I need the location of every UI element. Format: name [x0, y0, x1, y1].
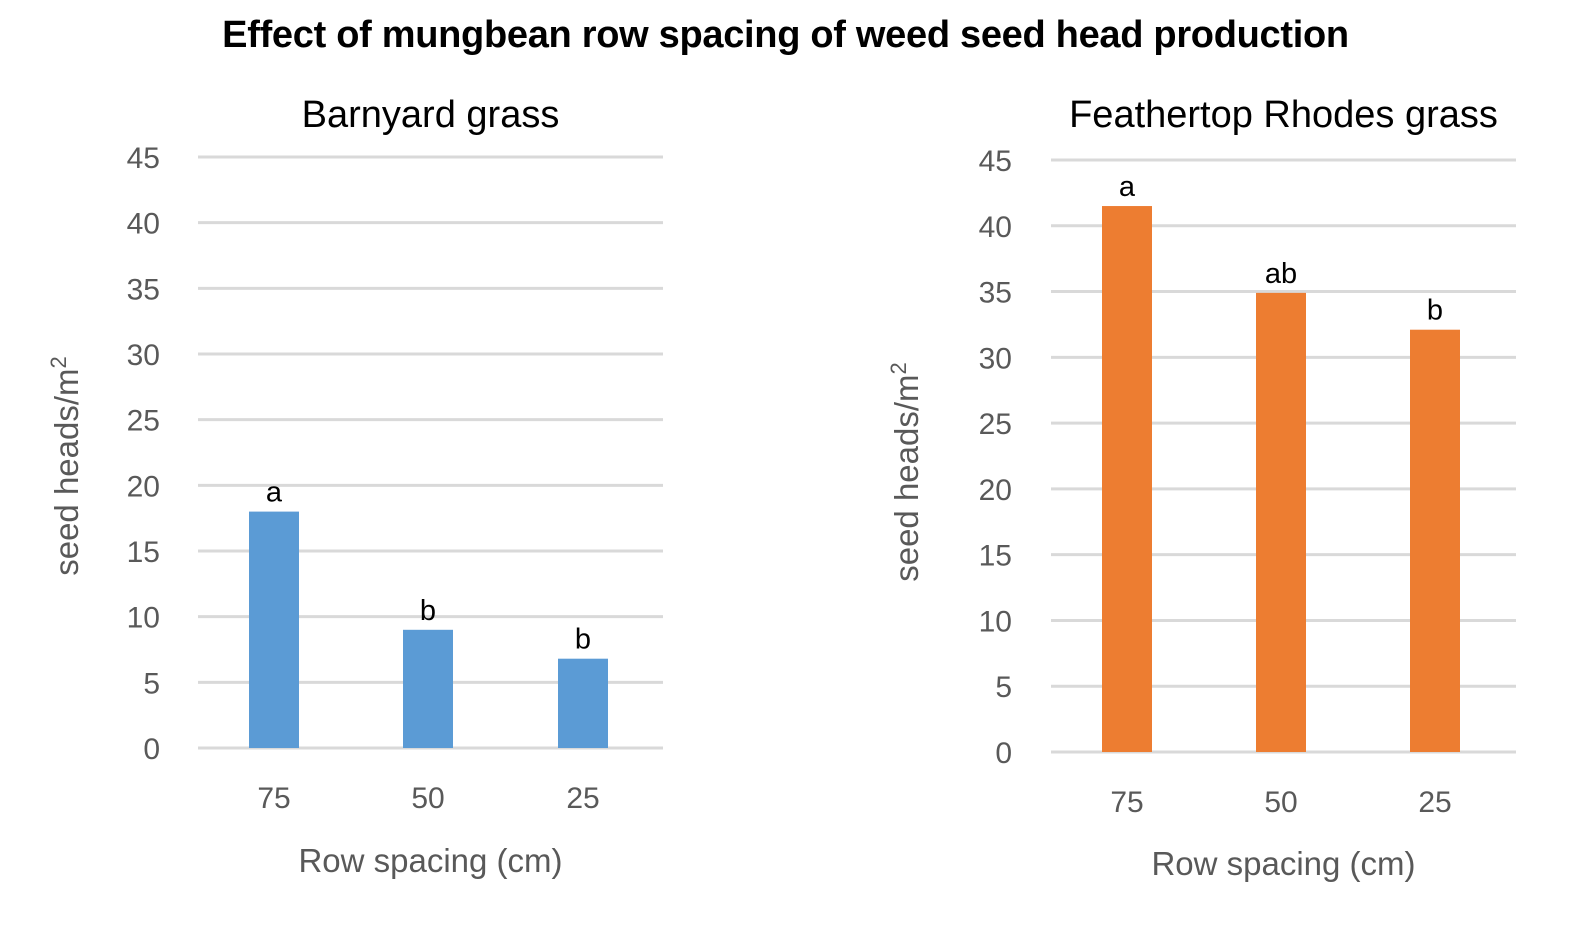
y-tick-label: 25 [127, 405, 160, 438]
chart-title: Barnyard grass [302, 94, 560, 136]
x-tick-label: 25 [566, 782, 599, 815]
bar [1256, 292, 1306, 752]
y-axis-title: seed heads/m2 [886, 362, 926, 582]
data-label: b [420, 595, 436, 627]
data-label: b [1427, 295, 1443, 327]
data-label: ab [1265, 258, 1297, 290]
x-tick-label: 50 [411, 782, 444, 815]
x-tick-label: 75 [257, 782, 290, 815]
main-title: Effect of mungbean row spacing of weed s… [222, 14, 1349, 56]
y-tick-label: 40 [127, 208, 160, 241]
y-axis-title: seed heads/m2 [46, 356, 86, 576]
y-tick-label: 45 [127, 142, 160, 175]
x-tick-label: 25 [1418, 786, 1451, 819]
data-label: b [575, 624, 591, 656]
y-tick-label: 10 [127, 602, 160, 635]
y-tick-label: 0 [143, 733, 160, 766]
x-axis-title: Row spacing (cm) [1151, 845, 1415, 882]
bar [1410, 329, 1460, 752]
y-tick-label: 5 [143, 667, 160, 700]
y-tick-label: 15 [127, 536, 160, 569]
y-tick-label: 40 [979, 211, 1012, 244]
y-tick-label: 35 [127, 273, 160, 306]
x-tick-label: 50 [1264, 786, 1297, 819]
y-tick-label: 20 [979, 474, 1012, 507]
y-tick-label: 30 [127, 339, 160, 372]
data-label: a [1119, 171, 1136, 203]
y-tick-label: 20 [127, 470, 160, 503]
y-tick-label: 30 [979, 342, 1012, 375]
x-tick-label: 75 [1110, 786, 1143, 819]
y-tick-label: 5 [995, 671, 1012, 704]
y-tick-label: 25 [979, 408, 1012, 441]
y-tick-label: 35 [979, 277, 1012, 310]
chart-panel-1: Barnyard grass 0 5 10 15 20 25 30 35 40 45 a 75 b 50 b 2… [46, 94, 663, 879]
bar [249, 511, 299, 748]
chart-title: Feathertop Rhodes grass [1069, 94, 1498, 136]
chart-panel-2: Feathertop Rhodes grass 0 5 10 15 20 25 30 35 40 4… [886, 94, 1516, 882]
bar [403, 629, 453, 748]
y-tick-label: 15 [979, 540, 1012, 573]
y-tick-label: 45 [979, 145, 1012, 178]
bar [558, 658, 608, 748]
y-tick-label: 10 [979, 605, 1012, 638]
bar [1102, 206, 1152, 753]
y-tick-label: 0 [995, 737, 1012, 770]
data-label: a [266, 477, 283, 509]
x-axis-title: Row spacing (cm) [298, 842, 562, 879]
